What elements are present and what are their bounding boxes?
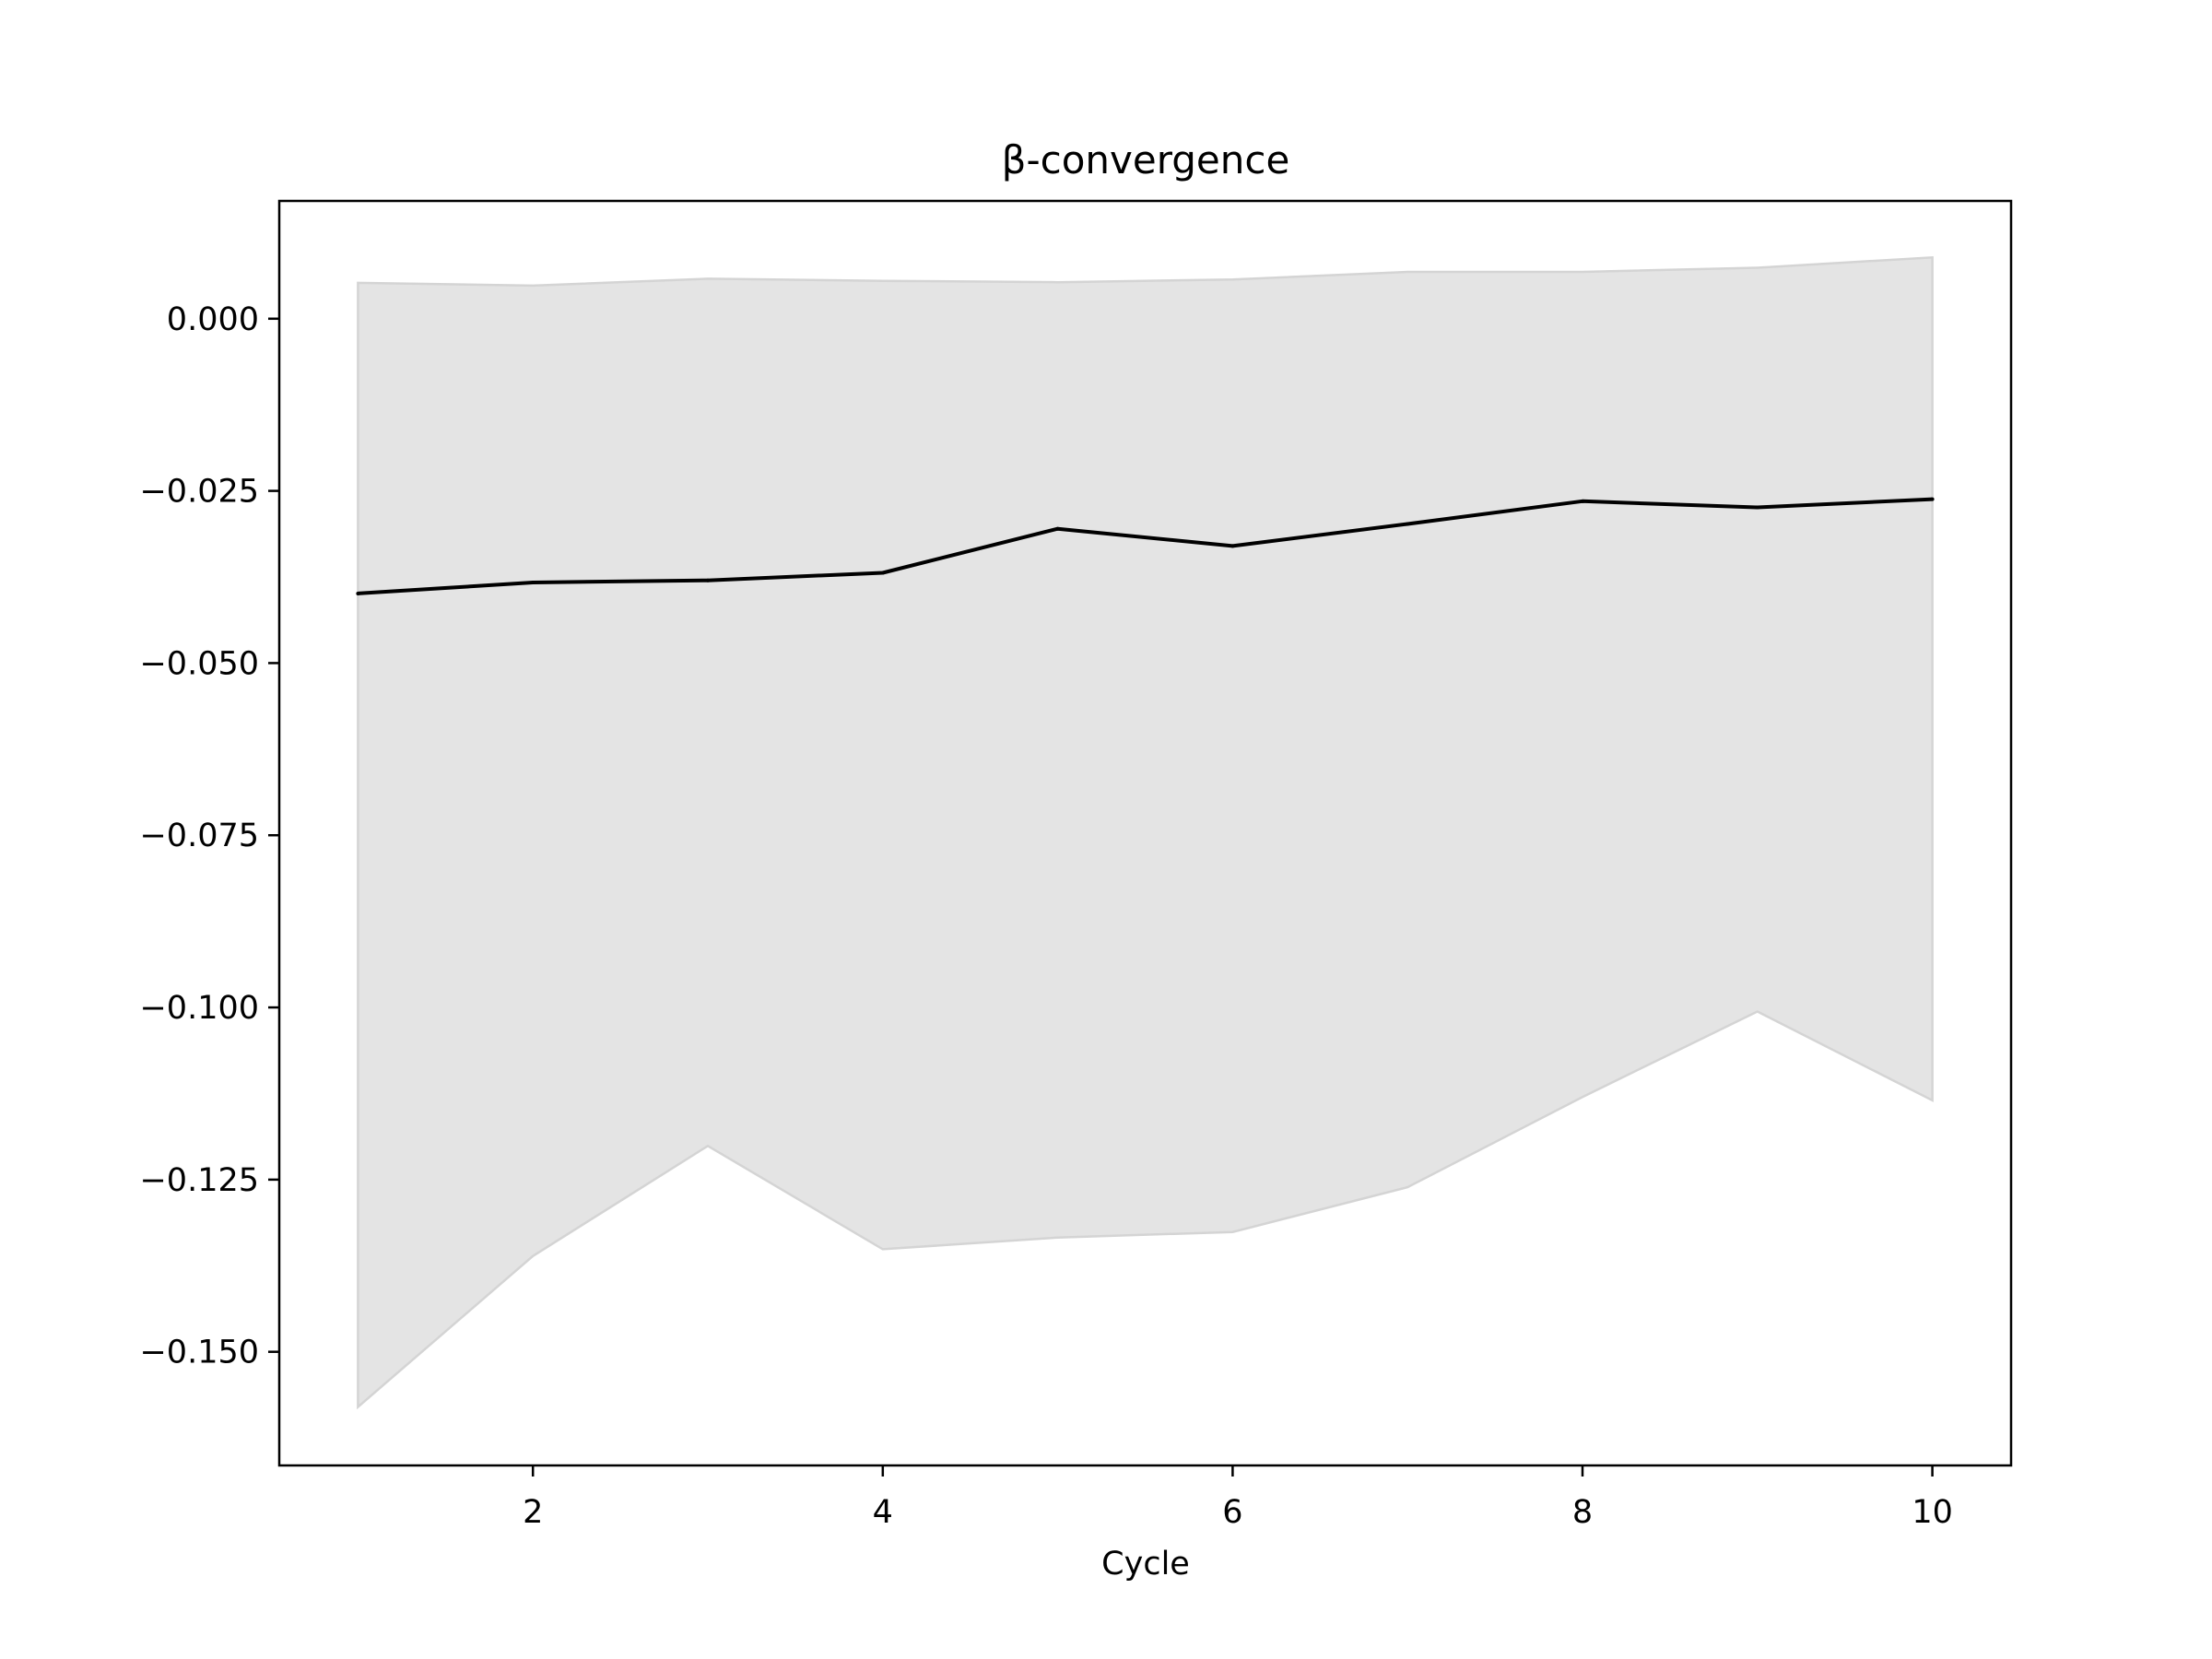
y-tick-label: −0.075 bbox=[139, 818, 259, 854]
plot-area bbox=[277, 199, 2013, 1467]
x-axis-label: Cycle bbox=[1101, 1546, 1190, 1583]
data-point bbox=[1580, 499, 1584, 503]
axes-frame bbox=[277, 199, 2013, 1467]
series-line bbox=[358, 497, 1933, 595]
y-tick-label: 0.000 bbox=[167, 301, 259, 338]
x-tick-label: 4 bbox=[873, 1494, 893, 1531]
data-point bbox=[1755, 505, 1759, 510]
y-tick-label: −0.025 bbox=[139, 474, 259, 511]
x-tick-label: 8 bbox=[1572, 1494, 1593, 1531]
y-tick-label: −0.050 bbox=[139, 645, 259, 682]
data-point bbox=[356, 591, 360, 595]
data-point bbox=[1055, 526, 1060, 531]
data-point bbox=[880, 571, 885, 575]
data-point bbox=[706, 578, 711, 582]
data-point bbox=[1930, 497, 1935, 501]
x-tick-label: 2 bbox=[523, 1494, 543, 1531]
data-point bbox=[531, 580, 535, 584]
x-tick-label: 10 bbox=[1912, 1494, 1953, 1531]
y-tick-label: −0.125 bbox=[139, 1162, 259, 1199]
x-axis: 2 4 6 8 10 bbox=[523, 1465, 1953, 1531]
y-axis: 0.000 −0.025 −0.050 −0.075 −0.100 −0.125 −0.15… bbox=[139, 301, 279, 1371]
chart-title: β-convergence bbox=[1002, 137, 1290, 182]
y-tick-label: −0.100 bbox=[139, 990, 259, 1027]
data-point bbox=[1230, 544, 1235, 548]
confidence-band bbox=[357, 255, 1934, 1410]
y-tick-label: −0.150 bbox=[139, 1335, 259, 1371]
x-tick-label: 6 bbox=[1222, 1494, 1242, 1531]
data-point bbox=[1406, 522, 1410, 526]
